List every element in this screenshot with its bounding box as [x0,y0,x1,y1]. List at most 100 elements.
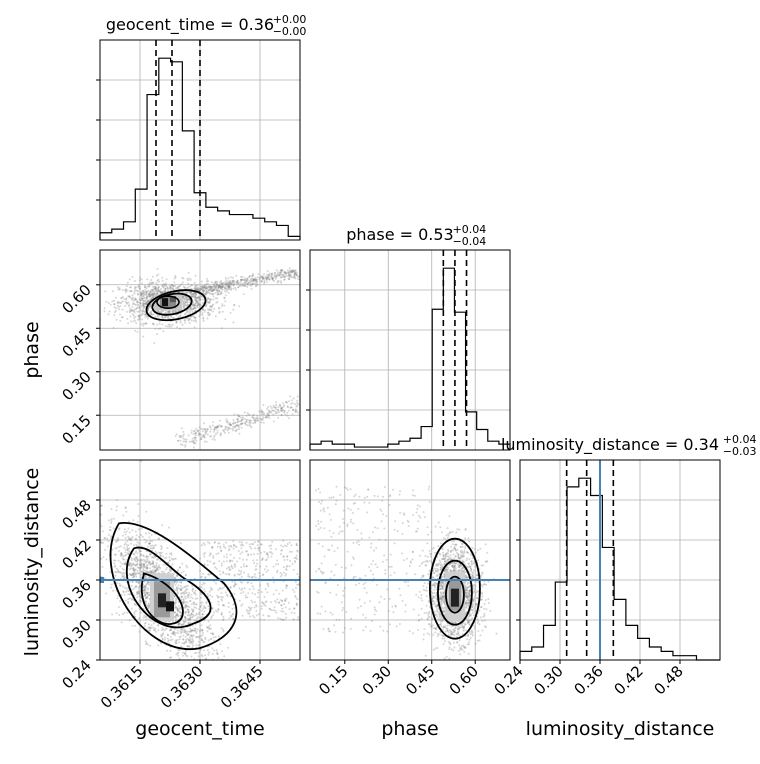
scatter-point [141,528,143,530]
scatter-point [295,581,297,583]
scatter-point [177,609,179,611]
scatter-point [225,277,227,279]
scatter-point [149,626,151,628]
scatter-point [169,324,171,326]
scatter-point [225,542,227,544]
scatter-point [207,593,209,595]
scatter-point [108,313,110,315]
scatter-point [119,600,121,602]
scatter-point [271,553,273,555]
scatter-point [122,309,124,311]
scatter-point [195,644,197,646]
scatter-point [178,585,180,587]
scatter-point [176,612,178,614]
scatter-point [263,404,265,406]
scatter-point [197,616,199,618]
scatter-point [134,280,136,282]
scatter-point [188,594,190,596]
scatter-point [129,278,131,280]
scatter-point [283,279,285,281]
scatter-point [110,522,112,524]
scatter-point [213,308,215,310]
scatter-point [246,559,248,561]
scatter-point [262,614,264,616]
scatter-point [142,325,144,327]
scatter-point [166,278,168,280]
scatter-point [202,312,204,314]
scatter-point [147,318,149,320]
scatter-point [118,546,120,548]
scatter-point [258,613,260,615]
scatter-point [168,311,170,313]
scatter-point [223,560,225,562]
scatter-point [164,317,166,319]
scatter-point [238,282,240,284]
scatter-point [176,321,178,323]
scatter-point [291,399,293,401]
scatter-point [229,611,231,613]
scatter-point [144,539,146,541]
scatter-point [129,581,131,583]
scatter-point [186,633,188,635]
scatter-point [145,511,147,513]
scatter-point [231,280,233,282]
scatter-point [137,566,139,568]
scatter-point [257,589,259,591]
scatter-point [153,290,155,292]
scatter-point [217,292,219,294]
scatter-point [190,631,192,633]
scatter-point [150,545,152,547]
scatter-point [231,565,233,567]
scatter-point [238,587,240,589]
scatter-point [466,558,468,560]
scatter-point [250,600,252,602]
scatter-point [294,557,296,559]
scatter-point [273,420,275,422]
scatter-point [238,433,240,435]
scatter-point [230,545,232,547]
scatter-point [102,566,104,568]
scatter-point [134,573,136,575]
scatter-point [145,571,147,573]
scatter-point [238,570,240,572]
scatter-point [180,585,182,587]
scatter-point [230,276,232,278]
scatter-point [261,605,263,607]
scatter-point [175,558,177,560]
scatter-point [206,287,208,289]
scatter-point [135,531,137,533]
scatter-point [246,286,248,288]
scatter-point [218,542,220,544]
scatter-point [249,588,251,590]
scatter-point [125,591,127,593]
scatter-point [113,327,115,329]
scatter-point [161,323,163,325]
scatter-point [295,596,297,598]
scatter-point [256,559,258,561]
scatter-point [204,563,206,565]
scatter-point [193,635,195,637]
scatter-point [265,588,267,590]
scatter-point [229,280,231,282]
scatter-point [267,270,269,272]
scatter-point [182,438,184,440]
scatter-point [280,545,282,547]
scatter-point [161,635,163,637]
scatter-point [485,543,487,545]
scatter-point [180,435,182,437]
scatter-point [201,314,203,316]
scatter-point [147,564,149,566]
scatter-point [121,574,123,576]
scatter-point [222,289,224,291]
scatter-point [194,652,196,654]
scatter-point [185,605,187,607]
scatter-point [212,614,214,616]
scatter-point [233,414,235,416]
scatter-point [102,542,104,544]
scatter-point [469,558,471,560]
scatter-point [149,294,151,296]
scatter-point [134,309,136,311]
scatter-point [144,623,146,625]
scatter-point [189,441,191,443]
scatter-point [273,410,275,412]
